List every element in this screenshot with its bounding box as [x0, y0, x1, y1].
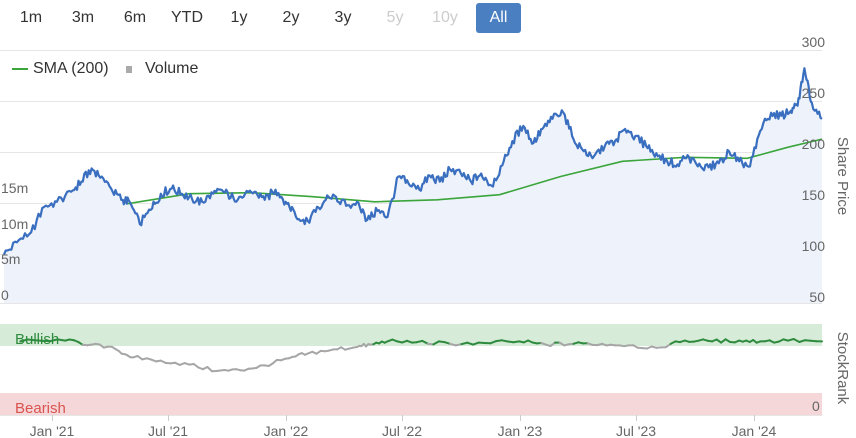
range-6m-button[interactable]: 6m [123, 9, 147, 26]
bullish-band [0, 324, 822, 346]
volume-tick-label: 15m [1, 180, 28, 196]
price-axis-title: Share Price [834, 137, 851, 215]
legend-item-sma[interactable]: SMA (200) [12, 58, 109, 80]
x-tick-label: Jan '22 [264, 423, 309, 438]
range-all-button[interactable]: All [476, 3, 521, 33]
x-tick-label: Jan '24 [732, 423, 777, 438]
stockrank-segment [472, 341, 480, 346]
stockrank-tick-label: 0 [812, 398, 820, 414]
volume-tick-label: 5m [1, 251, 20, 267]
stockrank-segment [49, 338, 59, 343]
stockrank-segment [206, 366, 213, 373]
volume-swatch [126, 66, 132, 73]
price-tick-label: 250 [802, 85, 826, 101]
x-axis-ticks [52, 415, 755, 421]
price-tick-label: 100 [802, 238, 826, 254]
stockrank-segment [34, 339, 44, 342]
stockrank-segment [421, 339, 429, 345]
range-2y-button[interactable]: 2y [282, 9, 300, 26]
range-10y-button: 10y [432, 9, 458, 26]
stockrank-segment [466, 341, 475, 346]
stockrank-segment [449, 342, 457, 347]
price-y-axis: 50 100 150 200 250 300 [802, 34, 826, 305]
stockrank-segment [432, 340, 440, 346]
range-1y-button[interactable]: 1y [230, 9, 248, 26]
range-3y-button[interactable]: 3y [334, 9, 352, 26]
range-ytd-button[interactable]: YTD [171, 9, 203, 26]
x-tick-label: Jul '22 [382, 423, 422, 438]
stockrank-segment [489, 340, 498, 345]
stockrank-line [19, 338, 823, 373]
legend-label-volume: Volume [145, 60, 199, 77]
volume-tick-label: 10m [1, 216, 28, 232]
stockrank-segment [792, 338, 801, 343]
price-line [3, 67, 823, 255]
x-tick-label: Jan '23 [498, 423, 543, 438]
price-tick-label: 300 [802, 34, 826, 50]
stockrank-axis-title: StockRank [834, 332, 851, 405]
stockrank-segment [26, 338, 37, 342]
x-tick-label: Jul '23 [616, 423, 656, 438]
legend-label-sma: SMA (200) [33, 60, 109, 77]
stockrank-segment [56, 338, 67, 342]
range-5y-button: 5y [386, 9, 404, 26]
volume-tick-label: 0 [1, 287, 9, 303]
bearish-label: Bearish [15, 400, 66, 417]
price-tick-label: 50 [809, 289, 825, 305]
bearish-band [0, 393, 822, 415]
sma-swatch [12, 68, 28, 70]
range-selector: 1m 3m 6m YTD 1y 2y 3y 5y 10y All [0, 0, 560, 36]
bullish-label: Bullish [15, 331, 59, 348]
price-tick-label: 150 [802, 187, 826, 203]
volume-axis: 0 5m 10m 15m [1, 180, 28, 303]
legend-item-volume[interactable]: Volume [126, 58, 198, 80]
range-3m-button[interactable]: 3m [71, 9, 95, 26]
x-tick-label: Jul '21 [148, 423, 188, 438]
price-tick-label: 200 [802, 136, 826, 152]
stockrank-segment [19, 338, 29, 343]
range-1m-button[interactable]: 1m [19, 9, 43, 26]
x-axis-labels: Jan '21 Jul '21 Jan '22 Jul '22 Jan '23 … [30, 423, 777, 438]
x-tick-label: Jan '21 [30, 423, 75, 438]
